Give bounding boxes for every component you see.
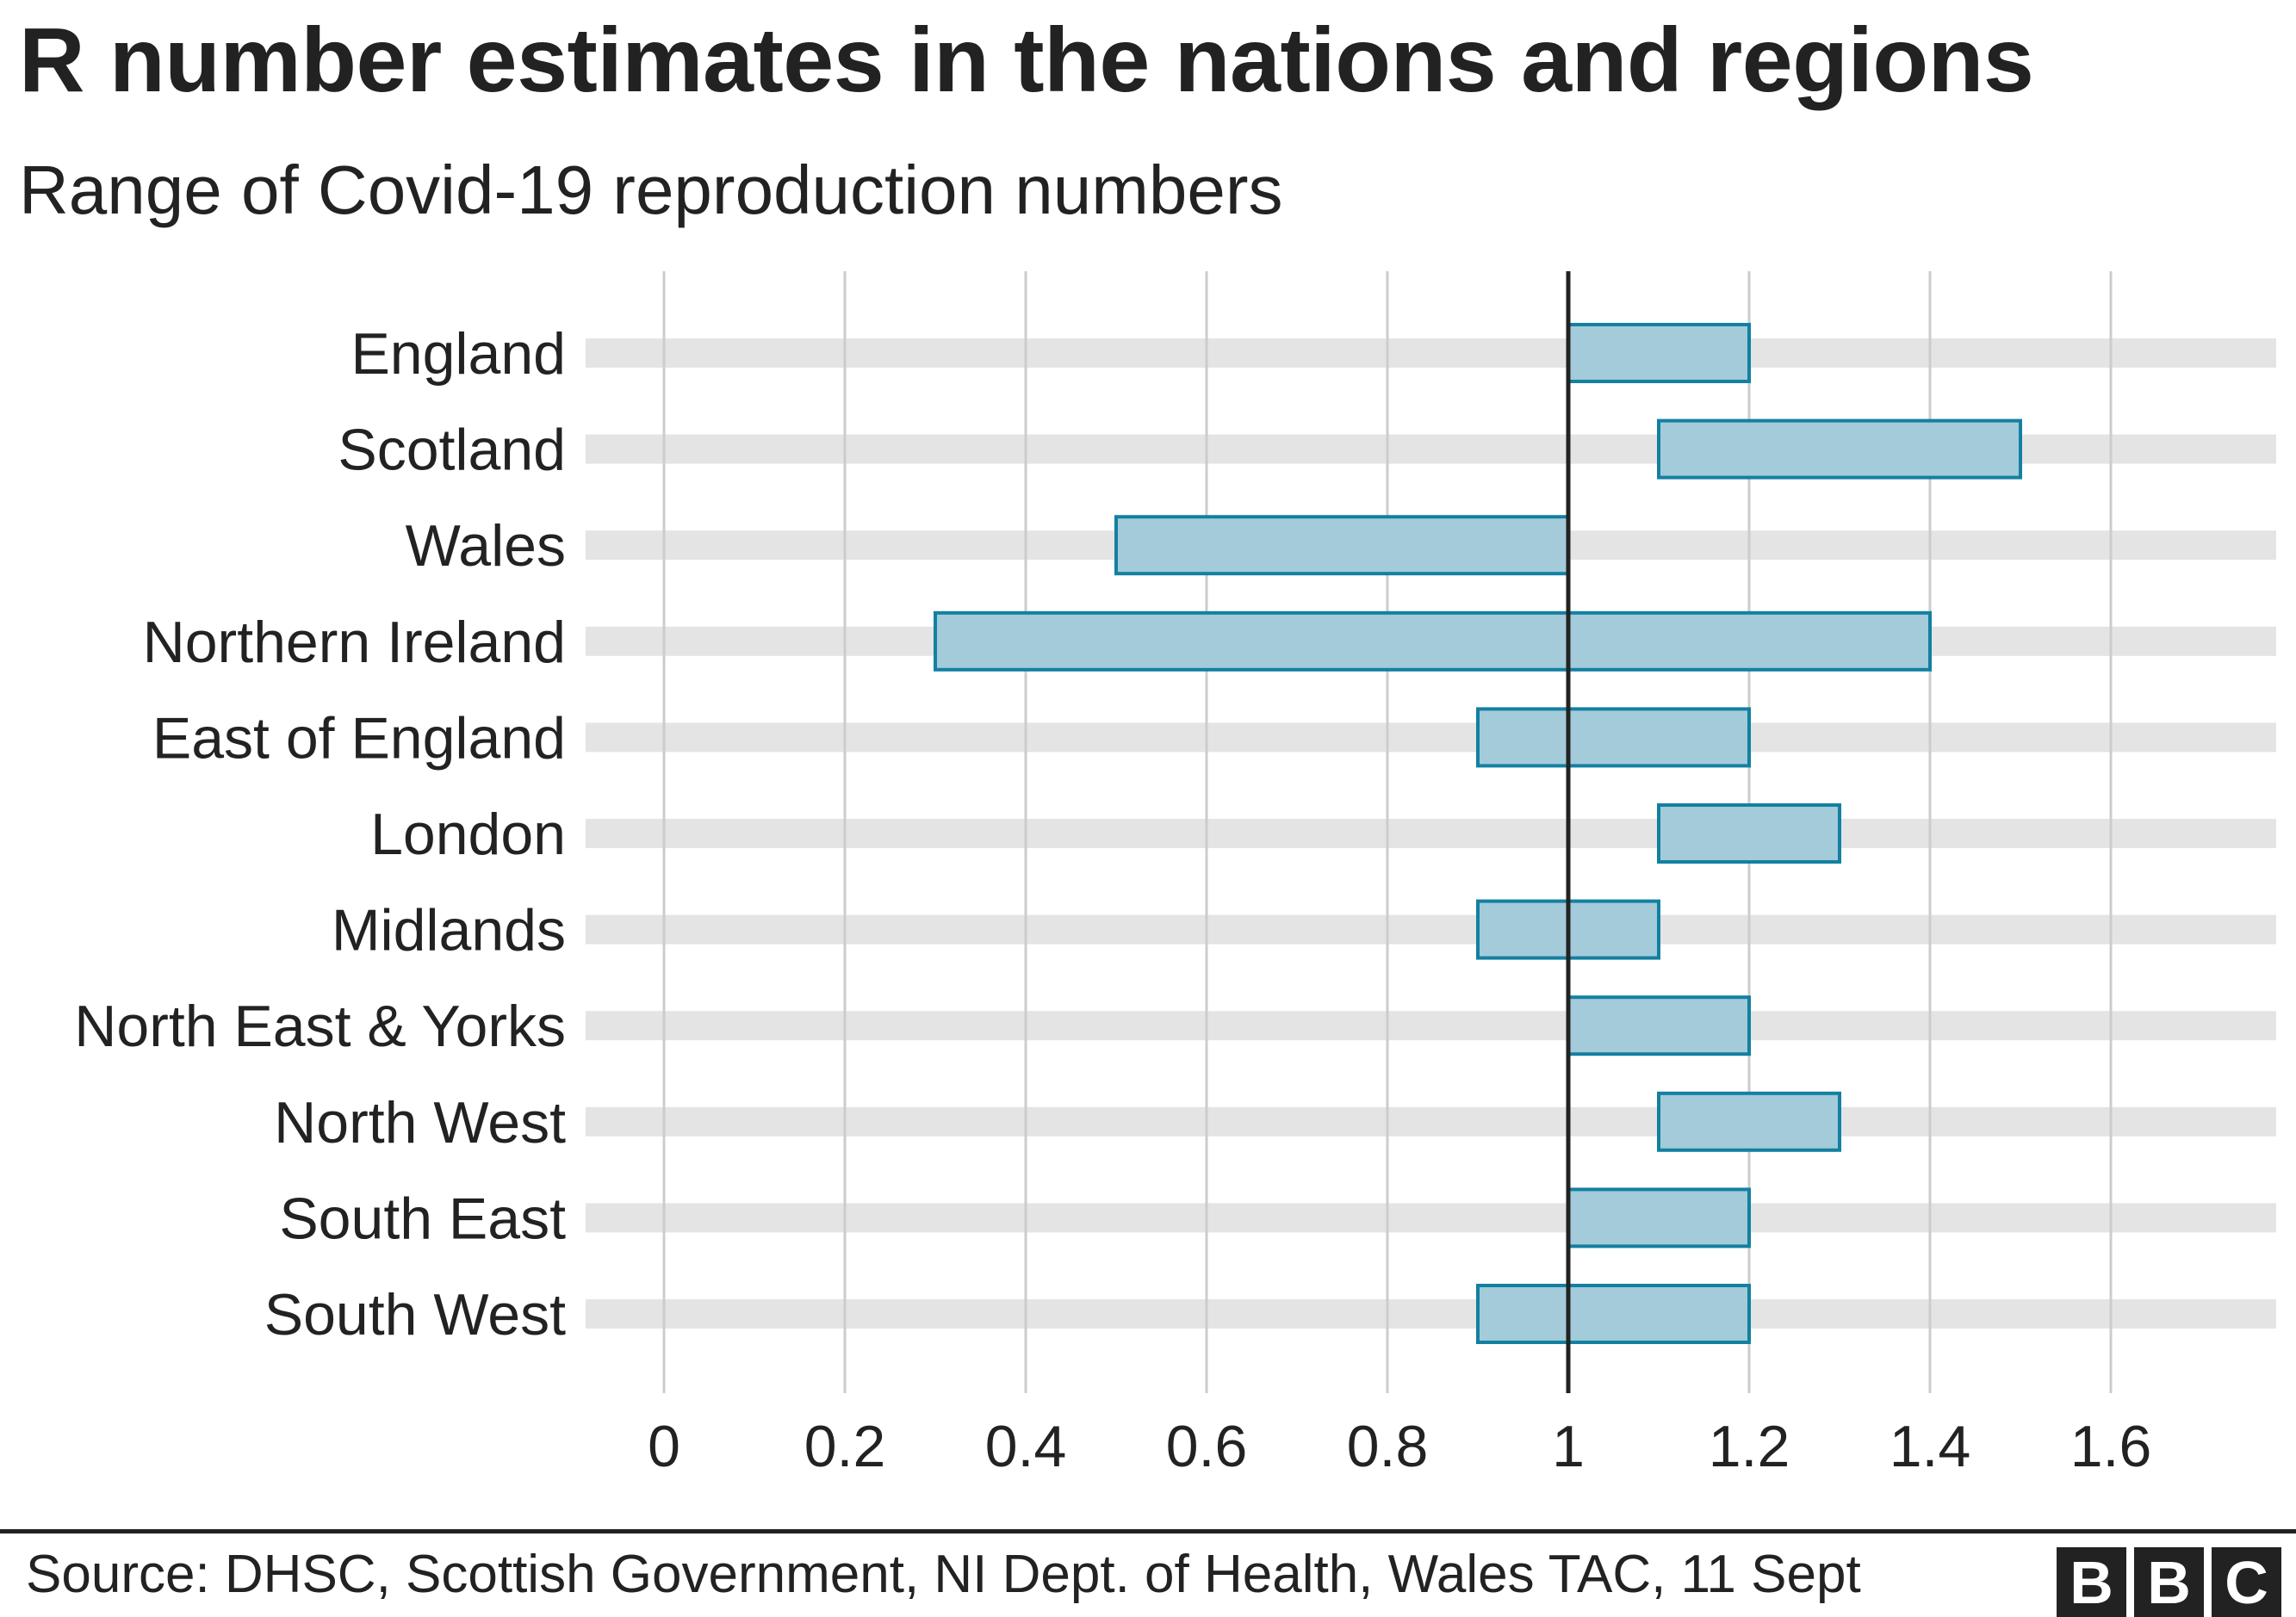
row-band [586, 434, 2276, 464]
range-bar [1567, 1187, 1751, 1248]
range-bar [1657, 1091, 1841, 1152]
chart-title: R number estimates in the nations and re… [19, 9, 2034, 111]
row-band [586, 819, 2276, 848]
bbc-logo-letter: B [2057, 1547, 2126, 1617]
x-tick-label: 1.6 [2070, 1414, 2152, 1479]
row-band [586, 338, 2276, 368]
category-label: South West [264, 1282, 566, 1348]
range-bar [1657, 418, 2022, 480]
range-bar [1476, 707, 1751, 768]
x-tick-label: 1.4 [1890, 1414, 1971, 1479]
category-label: North East & Yorks [74, 994, 566, 1059]
range-bar [1567, 995, 1751, 1056]
bbc-logo-letter: C [2212, 1547, 2281, 1617]
x-tick-label: 0.6 [1166, 1414, 1248, 1479]
category-label: London [370, 802, 566, 867]
row-band [586, 1203, 2276, 1233]
category-label: Scotland [338, 418, 566, 483]
category-label: South East [279, 1186, 566, 1251]
category-label: England [351, 321, 566, 387]
range-bar [1567, 323, 1751, 383]
row-band [586, 914, 2276, 945]
category-label: East of England [152, 705, 566, 771]
range-chart: England Scotland Wales Northern Ireland East… [74, 271, 2276, 1479]
row-band [586, 722, 2276, 753]
range-bar [1657, 803, 1841, 864]
row-band [586, 1106, 2276, 1137]
x-tick-label: 0.8 [1347, 1414, 1429, 1479]
range-bar [1114, 515, 1570, 576]
category-label: Wales [406, 513, 566, 579]
x-tick-label: 0 [648, 1414, 680, 1479]
chart-subtitle: Range of Covid-19 reproduction numbers [19, 152, 1283, 228]
category-label: North West [274, 1090, 566, 1155]
category-label: Northern Ireland [143, 610, 566, 675]
category-label: Midlands [332, 898, 566, 963]
range-bar [934, 610, 1932, 672]
row-band [586, 1299, 2276, 1329]
bbc-logo: B B C [2057, 1547, 2281, 1617]
x-tick-label: 1 [1552, 1414, 1585, 1479]
row-band [586, 1011, 2276, 1041]
range-bar [1476, 1284, 1751, 1344]
x-tick-label: 0.4 [985, 1414, 1067, 1479]
source-note: Source: DHSC, Scottish Government, NI De… [26, 1545, 1861, 1604]
x-tick-label: 1.2 [1709, 1414, 1790, 1479]
footer-divider [0, 1529, 2296, 1533]
x-tick-label: 0.2 [804, 1414, 886, 1479]
bbc-logo-letter: B [2134, 1547, 2204, 1617]
